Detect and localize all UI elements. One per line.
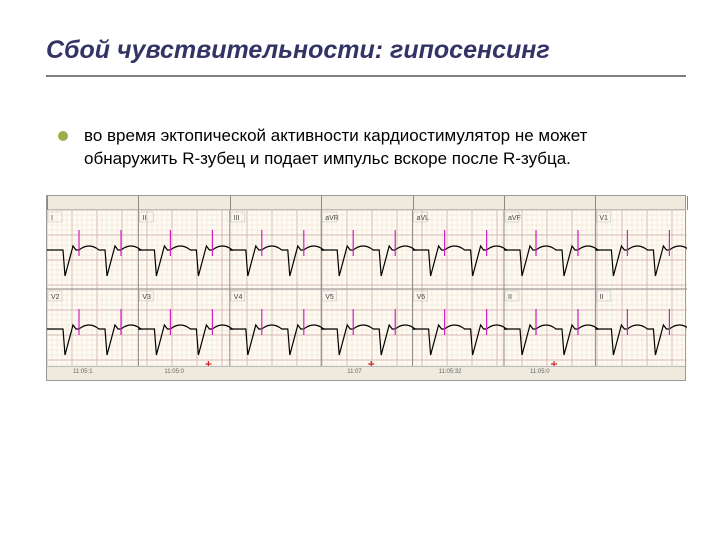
svg-text:aVR: aVR [325,215,339,222]
slide: Сбой чувствительности: гипосенсинг во вр… [0,0,720,540]
svg-text:III: III [234,215,240,222]
ecg-panel: IIIIIIaVRaVLaVFV1V2V3V4V5V6IIII 11:05:11… [46,195,686,381]
body-text: во время эктопической активности кардиос… [46,125,674,171]
title-underline [46,75,686,77]
svg-text:V1: V1 [599,215,608,222]
svg-text:II: II [508,294,512,301]
bullet-icon [58,131,68,141]
svg-text:II: II [599,294,603,301]
svg-text:II: II [142,215,146,222]
svg-text:aVL: aVL [417,215,430,222]
ecg-svg: IIIIIIaVRaVLaVFV1V2V3V4V5V6IIII [47,210,687,368]
svg-text:V6: V6 [417,294,426,301]
svg-text:V2: V2 [51,294,60,301]
svg-text:V4: V4 [234,294,243,301]
svg-text:I: I [51,215,53,222]
svg-text:V3: V3 [142,294,151,301]
ecg-footer: 11:05:111:05:011:0711:05:3211:05:0 [47,366,685,380]
bullet-paragraph: во время эктопической активности кардиос… [84,125,644,171]
ecg-grid-area: IIIIIIaVRaVLaVFV1V2V3V4V5V6IIII [47,210,685,366]
slide-title: Сбой чувствительности: гипосенсинг [46,36,674,65]
svg-text:V5: V5 [325,294,334,301]
ecg-header [47,196,685,210]
